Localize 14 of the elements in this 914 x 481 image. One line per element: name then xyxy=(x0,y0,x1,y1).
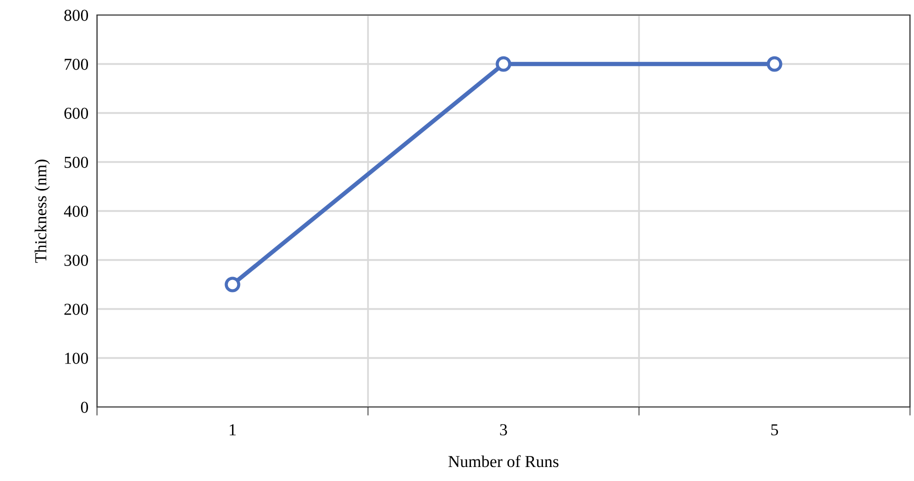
x-tick-label: 1 xyxy=(230,424,236,436)
y-tick-label: 0 xyxy=(80,402,88,413)
y-tick-label: 700 xyxy=(64,58,88,70)
x-tick-label: 5 xyxy=(771,424,778,436)
y-tick-label: 400 xyxy=(64,206,88,217)
y-tick-label: 500 xyxy=(64,156,88,168)
x-axis-title: Number of Runs xyxy=(448,455,558,468)
y-tick-label: 800 xyxy=(64,10,88,21)
x-tick-label: 3 xyxy=(500,424,508,436)
y-tick-label: 300 xyxy=(64,254,88,266)
y-tick-label: 600 xyxy=(64,108,88,119)
y-tick-label: 100 xyxy=(65,352,88,364)
y-axis-title: Thickness (nm) xyxy=(34,160,50,263)
y-tick-label: 200 xyxy=(64,304,88,315)
